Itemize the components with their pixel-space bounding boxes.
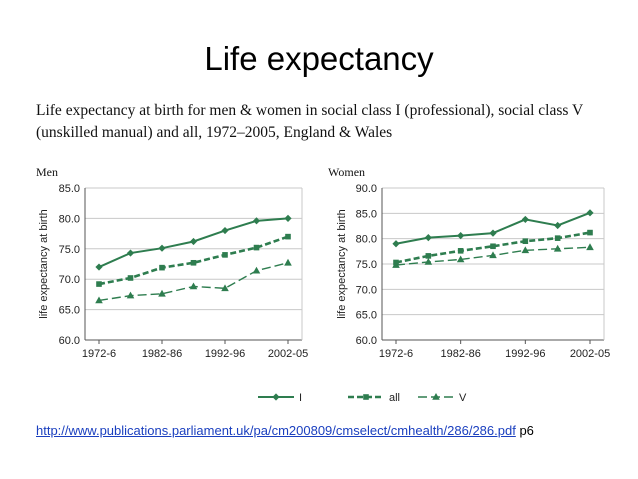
men-series-I-point (221, 226, 229, 235)
women-y-tick-label: 65.0 (356, 310, 377, 322)
women-series-V-point (424, 257, 433, 265)
source-reference: http://www.publications.parliament.uk/pa… (36, 422, 616, 439)
women-series-all-point (425, 253, 432, 259)
men-x-tick-label: 2002-05 (268, 348, 308, 360)
men-series-V-point (126, 291, 135, 299)
women-series-I-point (521, 215, 529, 224)
women-series-I-point (554, 221, 562, 230)
men-y-tick-label: 85.0 (59, 183, 80, 195)
legend-I-marker (272, 393, 280, 401)
women-x-tick-label: 1992-96 (505, 348, 545, 360)
women-series-all-point (554, 235, 561, 241)
legend-all-marker (363, 394, 369, 400)
women-y-axis-title: life expectancy at birth (336, 209, 348, 318)
men-series-V-point (158, 289, 166, 297)
men-series-I-point (158, 244, 166, 252)
men-y-tick-label: 75.0 (59, 244, 80, 256)
women-y-tick-label: 90.0 (356, 183, 377, 195)
men-y-tick-label: 70.0 (59, 274, 80, 286)
men-series-V-point (221, 284, 229, 292)
men-series-all-point (96, 281, 102, 287)
men-y-tick-label: 60.0 (59, 335, 80, 347)
men-series-all-point (222, 252, 228, 258)
women-series-I-point (457, 232, 465, 240)
men-x-tick-label: 1982-86 (142, 348, 182, 360)
women-y-tick-label: 75.0 (356, 259, 377, 271)
legend-V-label: V (459, 392, 467, 404)
source-page: p6 (515, 423, 534, 438)
women-x-tick-label: 1972-6 (379, 348, 413, 360)
slide-title: Life expectancy (204, 40, 434, 77)
women-y-tick-label: 60.0 (356, 335, 377, 347)
men-series-V-point (284, 258, 292, 266)
women-series-all-point (457, 248, 464, 254)
men-series-I-point (95, 263, 103, 271)
men-chart-title: Men (36, 165, 58, 179)
men-x-tick-label: 1992-96 (205, 348, 245, 360)
women-series-all-point (522, 238, 529, 244)
women-series-V-point (489, 251, 497, 259)
figure-caption: Life expectancy at birth for men & women… (36, 102, 583, 141)
women-y-tick-label: 70.0 (356, 284, 377, 296)
men-series-V-point (189, 282, 198, 290)
women-y-tick-label: 80.0 (356, 234, 377, 246)
women-series-V-point (521, 246, 530, 254)
men-series-V-line (98, 262, 289, 302)
men-series-I-point (189, 237, 198, 246)
women-series-I-point (586, 209, 594, 217)
men-series-V-point (252, 266, 261, 274)
men-series-all-point (159, 264, 165, 271)
legend-V-marker (432, 393, 440, 400)
women-series-V-point (456, 255, 465, 263)
women-series-V-point (392, 261, 400, 268)
men-series-I-point (126, 249, 135, 257)
men-y-axis-title: life expectancy at birth (38, 209, 50, 318)
women-x-tick-label: 1982-86 (440, 348, 480, 360)
legend-all-label: all (389, 392, 400, 404)
men-series-all-point (190, 259, 197, 266)
men-series-I-point (252, 217, 261, 225)
men-y-tick-label: 65.0 (59, 305, 80, 317)
legend-I-label: I (299, 392, 302, 404)
men-x-tick-label: 1972-6 (82, 348, 116, 360)
men-series-all-point (285, 233, 291, 240)
women-series-I-point (489, 229, 497, 237)
women-series-all-point (490, 243, 496, 250)
women-series-V-point (586, 243, 594, 251)
men-series-I-point (284, 214, 292, 222)
women-series-all-point (587, 229, 593, 236)
women-y-tick-label: 85.0 (356, 208, 377, 220)
women-x-tick-label: 2002-05 (570, 348, 610, 360)
women-series-I-point (424, 234, 432, 242)
women-series-V-point (553, 244, 562, 252)
women-chart-title: Women (328, 165, 365, 179)
men-series-all-point (127, 275, 134, 281)
men-series-V-point (95, 296, 103, 304)
men-series-all-point (253, 244, 260, 251)
men-y-tick-label: 80.0 (59, 213, 80, 225)
women-series-I-point (392, 240, 400, 248)
source-link[interactable]: http://www.publications.parliament.uk/pa… (36, 423, 516, 438)
